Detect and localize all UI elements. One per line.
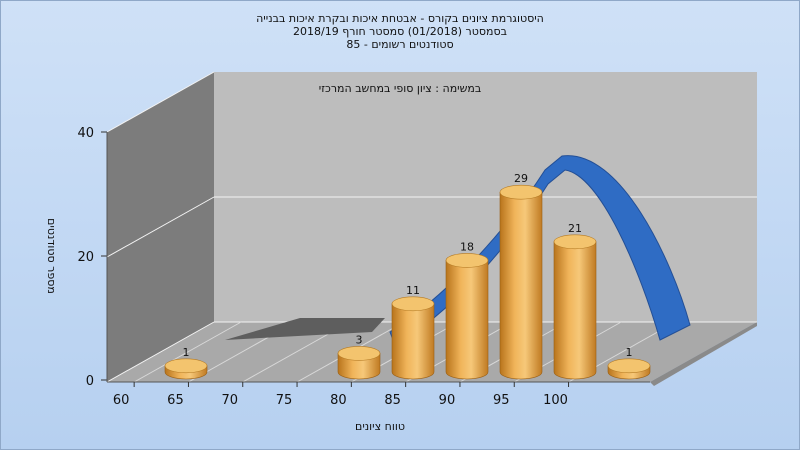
bar: 11 (391, 284, 435, 380)
bar-body (445, 260, 489, 380)
bars-group: 1 3 11 18 29 21 1 (164, 172, 651, 380)
x-tick-label: 90 (439, 393, 456, 408)
bar-top (553, 234, 597, 250)
bar: 21 (553, 222, 597, 380)
x-tick-label: 65 (167, 393, 184, 408)
x-tick-label: 70 (221, 393, 238, 408)
bar: 18 (445, 240, 489, 380)
y-axis-label: מספר סטודנטים (45, 218, 58, 294)
bar-data-label: 1 (183, 346, 190, 359)
x-tick-label: 95 (493, 393, 510, 408)
y-axis: 0 20 40 (77, 126, 108, 389)
bar-data-label: 18 (460, 240, 474, 253)
bar-data-label: 21 (568, 222, 582, 235)
x-tick-label: 80 (330, 393, 347, 408)
title-line-2: בסמסטר (01/2018) סמסטר חורף 2018/19 (293, 25, 507, 38)
x-axis: 60 65 70 75 80 85 90 95 100 (107, 381, 650, 408)
bar-body (499, 191, 543, 380)
dark-band (225, 318, 385, 340)
floor-gridline (133, 321, 242, 383)
bar-top (499, 184, 543, 200)
y-tick-label: 40 (77, 126, 94, 141)
chart-title: היסטוגרמת ציונים בקורס - אבטחת איכות ובק… (256, 12, 544, 51)
bar-body (337, 353, 381, 380)
x-axis-label: טווח ציונים (355, 420, 405, 433)
title-line-1: היסטוגרמת ציונים בקורס - אבטחת איכות ובק… (256, 12, 544, 25)
x-tick-label: 100 (543, 393, 568, 408)
gridline-side-40 (106, 71, 215, 133)
bar-data-label: 29 (514, 172, 528, 185)
bar: 3 (337, 333, 381, 380)
bar-top (445, 253, 489, 268)
bar-top (164, 358, 208, 374)
bar-data-label: 11 (406, 284, 420, 297)
bar: 1 (164, 346, 208, 380)
y-tick-label: 20 (77, 250, 94, 265)
bar-data-label: 1 (626, 346, 633, 359)
floor-edge (650, 322, 757, 386)
bar-top (607, 358, 651, 374)
bar-body (553, 241, 597, 380)
bar-data-label: 3 (356, 333, 363, 346)
x-tick-label: 60 (113, 393, 130, 408)
bar-body (391, 303, 435, 380)
gridline-side-0 (106, 321, 215, 383)
bar: 29 (499, 172, 543, 380)
gridline-side-20 (106, 196, 215, 258)
y-tick-label: 0 (86, 374, 94, 389)
title-line-3: סטודנטים רשומים - 85 (346, 38, 453, 51)
bar: 1 (607, 346, 651, 380)
x-tick-label: 85 (384, 393, 401, 408)
bar-top (337, 346, 381, 361)
bar-top (391, 296, 435, 312)
chart-subtitle: במשימה : ציון סופי במחשב המרכזי (319, 82, 482, 95)
x-tick-label: 75 (276, 393, 293, 408)
